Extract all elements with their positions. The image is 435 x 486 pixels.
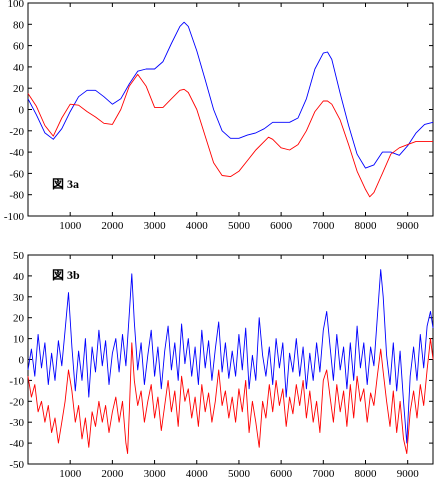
y-tick-label: -30 bbox=[9, 417, 24, 429]
y-tick-label: 40 bbox=[13, 271, 25, 283]
y-tick-label: 80 bbox=[13, 19, 25, 31]
y-tick-label: -20 bbox=[9, 126, 24, 138]
series-line-2 bbox=[27, 338, 434, 455]
x-tick-label: 2000 bbox=[101, 220, 124, 232]
x-tick-label: 5000 bbox=[228, 220, 251, 232]
x-tick-label: 6000 bbox=[270, 468, 293, 480]
x-tick-label: 9000 bbox=[397, 468, 420, 480]
y-tick-label: -80 bbox=[9, 190, 24, 202]
plot-frame bbox=[27, 254, 434, 465]
y-tick-label: 100 bbox=[8, 0, 25, 10]
x-tick-label: 2000 bbox=[101, 468, 124, 480]
y-tick-label: 0 bbox=[19, 355, 25, 367]
series-line-2 bbox=[27, 73, 433, 198]
y-tick-label: -50 bbox=[9, 459, 24, 471]
plot-frame bbox=[27, 2, 434, 217]
x-tick-label: 8000 bbox=[355, 220, 378, 232]
series-line-1 bbox=[27, 269, 434, 444]
panel-label: 図 3b bbox=[52, 268, 80, 282]
x-tick-label: 3000 bbox=[144, 220, 167, 232]
x-tick-label: 4000 bbox=[186, 220, 209, 232]
x-tick-label: 6000 bbox=[270, 220, 293, 232]
series-line-1 bbox=[27, 21, 434, 169]
panel-label: 図 3a bbox=[52, 177, 79, 191]
x-tick-label: 5000 bbox=[228, 468, 251, 480]
y-tick-label: 0 bbox=[19, 105, 25, 117]
y-tick-label: -20 bbox=[9, 396, 24, 408]
y-tick-label: 60 bbox=[13, 41, 25, 53]
y-tick-label: -10 bbox=[9, 375, 24, 387]
y-tick-label: -40 bbox=[9, 147, 24, 159]
y-tick-label: 20 bbox=[13, 313, 25, 325]
x-tick-label: 3000 bbox=[144, 468, 167, 480]
y-tick-label: 40 bbox=[13, 62, 25, 74]
x-tick-label: 9000 bbox=[397, 220, 420, 232]
y-tick-label: -100 bbox=[4, 211, 25, 223]
x-tick-label: 7000 bbox=[312, 220, 335, 232]
x-tick-label: 7000 bbox=[312, 468, 335, 480]
y-tick-label: 10 bbox=[13, 334, 25, 346]
chart-panel-3a: 1000 2000 3000 4000 5000 6000 7000 8000 9000-100… bbox=[4, 0, 434, 232]
x-tick-label: 4000 bbox=[186, 468, 209, 480]
x-tick-label: 1000 bbox=[59, 468, 82, 480]
y-tick-label: 30 bbox=[13, 292, 25, 304]
x-tick-label: 1000 bbox=[59, 220, 82, 232]
y-tick-label: -60 bbox=[9, 168, 24, 180]
chart-panel-3b: 1000 2000 3000 4000 5000 6000 7000 8000 9000 -50 -… bbox=[9, 250, 434, 480]
y-tick-label: 50 bbox=[13, 250, 25, 262]
y-tick-label: -40 bbox=[9, 438, 24, 450]
x-tick-label: 8000 bbox=[355, 468, 378, 480]
y-tick-label: 20 bbox=[13, 83, 25, 95]
